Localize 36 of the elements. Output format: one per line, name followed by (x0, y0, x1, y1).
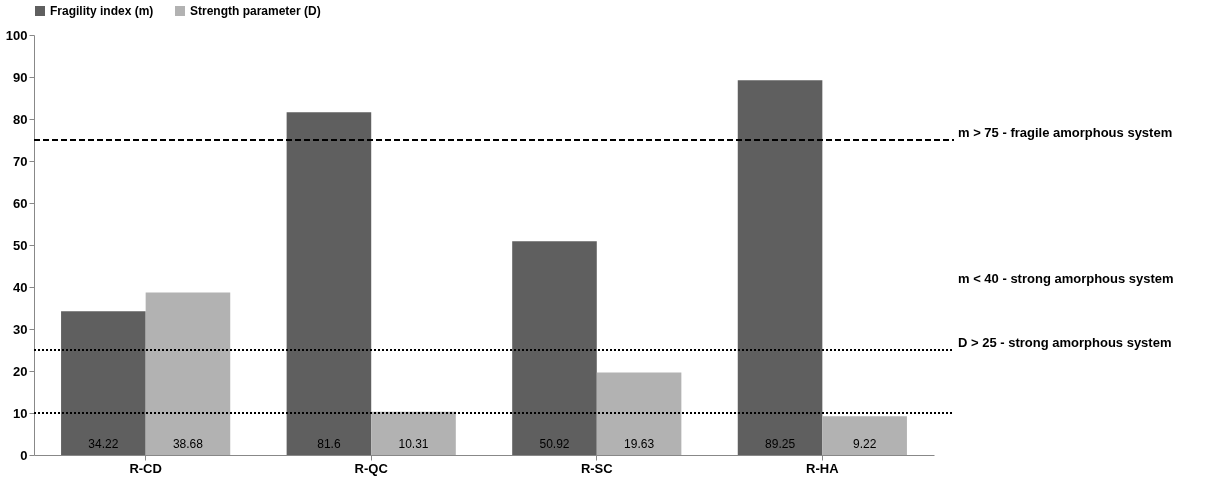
data-label: 38.68 (172, 437, 204, 451)
data-label: 10.31 (398, 437, 429, 451)
data-label: 9.22 (852, 437, 877, 451)
y-tick-label: 70 (13, 153, 28, 169)
ref-line-label: m > 75 - fragile amorphous system (958, 125, 1173, 140)
legend-label: Strength parameter (D) (190, 4, 321, 18)
y-tick-label: 80 (13, 111, 28, 127)
bar (286, 112, 372, 455)
bar (61, 311, 146, 455)
bar (371, 411, 456, 455)
y-tick-label: 100 (5, 27, 28, 43)
y-tick-label: 20 (13, 363, 28, 379)
y-tick-label: 50 (13, 237, 28, 253)
text: m < 40 - strong amorphous system (958, 270, 1174, 286)
ref-line-label: D > 25 - strong amorphous system (958, 335, 1172, 350)
x-tick-label: R-HA (806, 460, 840, 476)
data-label: 34.22 (88, 437, 119, 451)
bar (512, 241, 597, 455)
bar (596, 372, 682, 455)
data-label: 50.92 (539, 437, 570, 451)
data-label: 81.6 (317, 437, 341, 451)
data-label: 19.63 (624, 437, 655, 451)
x-tick-label: R-QC (354, 460, 389, 476)
bar (822, 416, 907, 455)
y-tick-label: 90 (13, 69, 28, 85)
bar (737, 80, 823, 455)
data-label: 89.25 (765, 437, 796, 451)
x-tick-label: R-SC (580, 460, 614, 476)
y-tick-label: 60 (13, 195, 28, 211)
bar (145, 292, 231, 455)
x-tick-label: R-CD (129, 460, 162, 476)
y-tick-label: 40 (13, 279, 28, 295)
legend-label: Fragility index (m) (50, 4, 154, 18)
y-tick-label: 10 (13, 405, 28, 421)
y-tick-label: 30 (13, 321, 28, 337)
y-tick-label: 0 (20, 447, 28, 463)
